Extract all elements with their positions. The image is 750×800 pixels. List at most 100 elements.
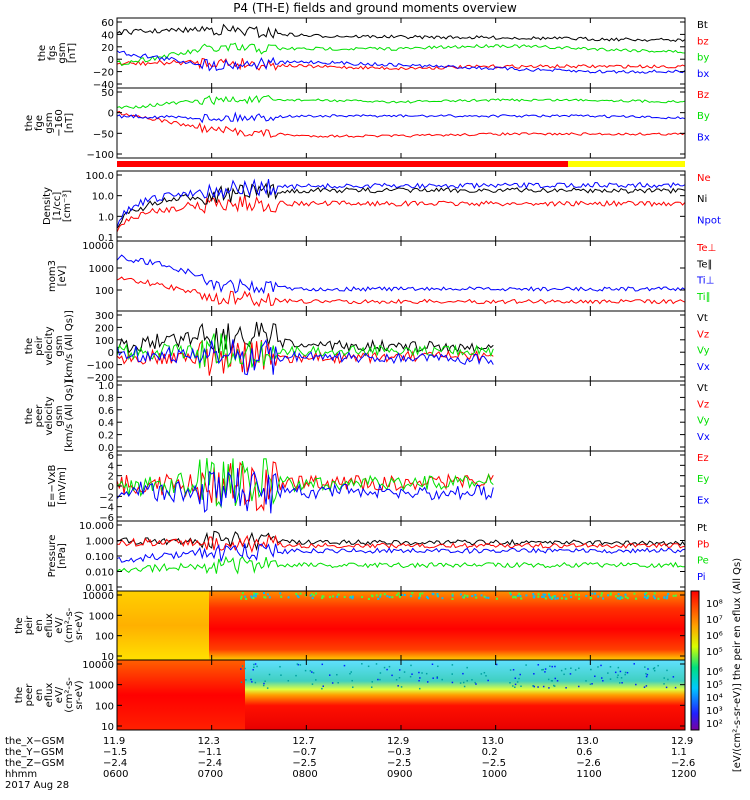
spectrogram-speckle <box>589 683 592 685</box>
spectrogram-speckle <box>537 664 540 666</box>
spectrogram-speckle <box>312 672 315 674</box>
spectrogram-speckle <box>619 682 621 684</box>
spectrogram-speckle <box>343 595 346 598</box>
spectrogram-speckle <box>645 675 648 678</box>
spectrogram-speckle <box>516 594 519 597</box>
spectrogram-speckle <box>548 594 551 597</box>
spectrogram-speckle <box>635 597 638 600</box>
y-tick-label: 0.0 <box>98 443 114 454</box>
spectrogram-speckle <box>565 597 568 600</box>
series-line <box>116 338 494 376</box>
spectrogram-speckle <box>487 679 489 682</box>
spectrogram-speckle <box>578 667 580 670</box>
spectrogram-speckle <box>645 592 648 595</box>
spectrogram-speckle <box>602 597 605 600</box>
spectrogram-speckle <box>609 593 612 596</box>
y-tick-label: 0 <box>108 55 114 66</box>
y-tick-label: −100 <box>87 150 114 161</box>
spectrogram-speckle <box>564 668 567 670</box>
spectrogram-speckle <box>533 595 536 598</box>
series-line <box>116 50 686 74</box>
y-tick-label: 1000 <box>89 611 114 622</box>
spectrogram-speckle <box>411 673 413 675</box>
x-tick-label: 12.3 <box>197 736 220 747</box>
legend-entry: Bz <box>697 90 709 101</box>
spectrogram-speckle <box>644 593 647 596</box>
spectrogram-speckle <box>560 669 563 672</box>
spectrogram-speckle <box>570 596 573 599</box>
series-line <box>116 333 494 369</box>
spectrogram-speckle <box>409 595 412 598</box>
spectrogram-speckle <box>609 666 612 668</box>
spectrogram-speckle <box>280 674 282 676</box>
y-tick-label: 2 <box>108 472 114 483</box>
spectrogram-speckle <box>551 596 554 599</box>
spectrogram-speckle <box>667 592 670 595</box>
spectrogram-speckle <box>554 597 557 600</box>
spectrogram-speckle <box>287 596 290 599</box>
y-axis-label: E=−VxB[mV/m] <box>47 465 68 508</box>
spectrogram-speckle <box>295 674 297 677</box>
x-tick-label: −1.1 <box>197 747 222 758</box>
spectrogram-speckle <box>361 596 364 599</box>
spectrogram-speckle <box>343 664 346 667</box>
spectrogram-speckle <box>547 678 550 681</box>
spectrogram-speckle <box>268 596 271 599</box>
spectrogram-speckle <box>466 666 468 669</box>
y-tick-label: 10.0 <box>92 192 114 203</box>
legend-entry: Ez <box>697 453 709 464</box>
spectrogram-speckle <box>600 594 603 597</box>
spectrogram-speckle <box>518 677 520 680</box>
y-tick-label: −2 <box>99 492 114 503</box>
spectrogram-speckle <box>411 592 414 595</box>
y-tick-label: 0.2 <box>98 431 114 442</box>
spectrogram-speckle <box>388 665 391 668</box>
spectrogram-speckle <box>514 686 516 689</box>
series-line <box>116 339 494 376</box>
spectrogram-speckle <box>617 674 619 676</box>
x-tick-label: 1100 <box>576 769 602 780</box>
spectrogram-speckle <box>386 668 388 671</box>
spectrogram-speckle <box>361 663 363 665</box>
x-tick-label: 12.7 <box>292 736 315 747</box>
spectrogram-speckle <box>431 663 434 666</box>
spectrogram-speckle <box>375 594 378 597</box>
legend-entry: Vy <box>697 346 710 357</box>
y-tick-label: 10 <box>101 722 114 733</box>
spectrogram-speckle <box>541 595 544 598</box>
spectrogram-speckle <box>421 672 423 674</box>
series-line <box>116 534 686 554</box>
spectrogram-speckle <box>633 592 636 595</box>
legend-entry: Ti∥ <box>696 292 711 303</box>
spectrogram-speckle <box>474 681 476 684</box>
spectrogram-speckle <box>514 677 517 679</box>
spectrogram-speckle <box>437 665 439 668</box>
spectrogram-speckle <box>591 683 593 685</box>
spectrogram-speckle <box>322 685 325 687</box>
spectrogram-speckle <box>509 593 512 596</box>
spectrogram-speckle <box>351 679 353 682</box>
legend-entry: Vt <box>697 313 708 324</box>
y-tick-label: 50 <box>101 88 114 99</box>
y-axis-label: thefgsgsm[nT] <box>37 42 78 63</box>
series-line <box>116 23 686 43</box>
spectrogram-speckle <box>674 686 677 689</box>
series-line <box>116 254 686 295</box>
spectrogram-speckle <box>328 674 331 676</box>
x-tick-label: −2.5 <box>481 758 506 769</box>
y-tick-label: 6 <box>108 451 114 462</box>
x-tick-label: −2.6 <box>576 758 601 769</box>
spectrogram-speckle <box>653 592 656 595</box>
mode-bar-red <box>117 161 568 167</box>
spectrogram-speckle <box>560 597 563 600</box>
spectrogram-speckle <box>624 593 627 596</box>
spectrogram-speckle <box>379 672 382 674</box>
spectrogram-speckle <box>410 664 412 667</box>
spectrogram-speckle <box>379 678 381 681</box>
y-axis-label: mom3[eV] <box>47 260 68 292</box>
spectrogram-speckle <box>253 666 255 669</box>
spectrogram-speckle <box>672 594 675 597</box>
spectrogram-speckle <box>299 592 302 595</box>
spectrogram-speckle <box>609 592 612 595</box>
x-tick-label: 0.6 <box>576 747 593 758</box>
